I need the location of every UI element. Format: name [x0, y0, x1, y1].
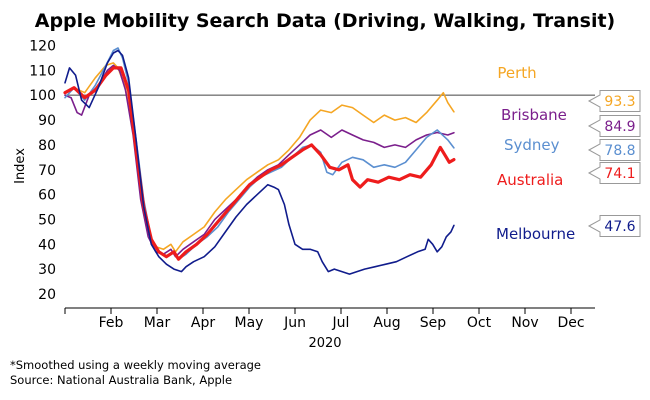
series-label-perth: Perth [497, 64, 536, 82]
x-tick-label: Nov [511, 315, 538, 331]
y-tick-label: 70 [38, 163, 56, 179]
footnote-smoothing: *Smoothed using a weekly moving average [10, 358, 261, 372]
value-callout-brisbane: 84.9 [587, 115, 641, 137]
x-tick-label: Aug [373, 315, 400, 331]
series-line-melbourne [64, 49, 455, 275]
y-axis-label: Index [13, 148, 28, 184]
callout-box [587, 162, 641, 184]
x-tick-label: Mar [144, 315, 171, 331]
axes: 20 30 40 50 60 70 80 90 100 110 120 Feb Mar Apr May Jun… [29, 39, 595, 331]
series-label-brisbane: Brisbane [501, 106, 567, 124]
callout-value-sydney: 78.8 [604, 143, 635, 159]
x-tick-label: Jun [283, 315, 306, 331]
footnote-source: Source: National Australia Bank, Apple [10, 373, 232, 387]
x-tick-label: Sep [420, 315, 447, 331]
series-layer [63, 47, 456, 275]
value-callout-sydney: 78.8 [587, 139, 641, 161]
callout-box [587, 139, 641, 161]
callout-value-perth: 93.3 [604, 94, 635, 110]
y-tick-label: 80 [38, 138, 56, 154]
series-line-australia [63, 66, 456, 261]
value-callout-perth: 93.3 [587, 90, 641, 112]
y-tick-label: 50 [38, 212, 56, 228]
series-label-melbourne: Melbourne [496, 225, 575, 243]
x-tick-label: Oct [467, 315, 492, 331]
callout-box [587, 115, 641, 137]
series-label-australia: Australia [497, 171, 563, 189]
x-tick-label: Apr [191, 315, 215, 331]
x-tick-label: May [235, 315, 264, 331]
chart-title: Apple Mobility Search Data (Driving, Wal… [35, 10, 615, 32]
x-axis-label: 2020 [308, 336, 341, 351]
x-tick-label: Dec [557, 315, 584, 331]
callout-value-brisbane: 84.9 [604, 119, 635, 135]
callout-value-australia: 74.1 [604, 166, 635, 182]
y-tick-label: 40 [38, 237, 56, 253]
y-tick-label: 110 [29, 63, 56, 79]
y-tick-label: 30 [38, 262, 56, 278]
labels-layer: Perth 93.3 Brisbane 84.9 Sydney 78.8 Australia… [496, 64, 641, 243]
series-line-perth [64, 62, 455, 253]
callout-box [587, 215, 641, 237]
x-tick-label: Feb [99, 315, 124, 331]
value-callout-melbourne: 47.6 [587, 215, 641, 237]
value-callout-australia: 74.1 [587, 162, 641, 184]
y-tick-label: 90 [38, 113, 56, 129]
callout-value-melbourne: 47.6 [604, 219, 635, 235]
y-tick-label: 100 [29, 88, 56, 104]
y-tick-label: 20 [38, 287, 56, 303]
callout-box [587, 90, 641, 112]
series-line-brisbane [64, 64, 455, 258]
series-label-sydney: Sydney [504, 136, 560, 154]
y-tick-label: 60 [38, 188, 56, 204]
y-tick-label: 120 [29, 39, 56, 55]
x-tick-label: Jul [332, 315, 350, 331]
